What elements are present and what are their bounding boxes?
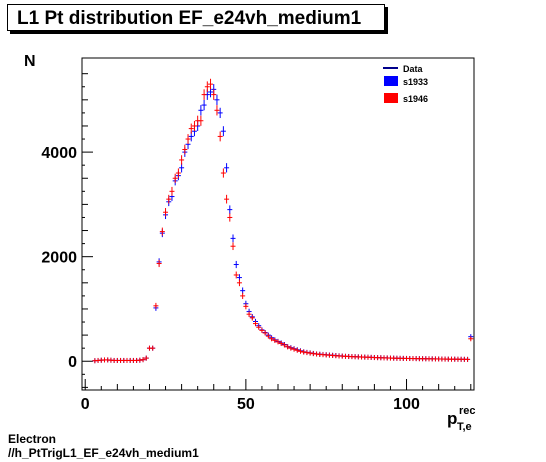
legend-data-label: Data [403, 64, 424, 74]
data-point-s1946 [240, 292, 246, 300]
data-point-s1946 [281, 342, 287, 348]
data-point-s1946 [275, 339, 281, 345]
data-point-s1946 [166, 194, 172, 204]
data-point-s1946 [211, 89, 217, 100]
data-point-s1946 [153, 302, 159, 309]
data-point-s1946 [256, 324, 262, 330]
data-point-s1946 [224, 194, 230, 204]
data-point-s1946 [201, 89, 207, 100]
legend-s1946-swatch [384, 93, 398, 103]
data-point-s1933 [179, 163, 185, 173]
data-point-s1933 [227, 205, 233, 214]
y-tick-label: 2000 [41, 250, 77, 267]
data-point-s1933 [217, 107, 223, 119]
x-axis-label-sup: rec [459, 405, 476, 417]
data-point-s1946 [143, 355, 149, 361]
data-point-s1946 [233, 271, 239, 279]
data-point-s1946 [253, 320, 259, 327]
data-point-s1933 [224, 163, 230, 173]
data-point-s1946 [291, 346, 297, 352]
data-point-s1946 [243, 303, 249, 310]
data-point-s1946 [301, 349, 307, 355]
data-point-s1933 [214, 94, 220, 106]
x-tick-label: 50 [237, 396, 255, 413]
data-point-s1946 [236, 279, 242, 287]
data-point-s1946 [185, 134, 191, 144]
data-point-s1946 [156, 259, 162, 268]
data-point-s1946 [259, 327, 265, 333]
data-point-s1946 [163, 208, 169, 217]
data-point-s1933 [198, 105, 204, 116]
data-point-s1946 [204, 81, 210, 93]
x-tick-label: 100 [393, 396, 420, 413]
data-point-s1946 [179, 155, 185, 165]
data-point-s1946 [150, 345, 156, 351]
data-point-s1946 [188, 123, 194, 134]
data-point-s1946 [249, 315, 255, 321]
data-point-s1946 [172, 173, 178, 183]
data-point-s1946 [297, 348, 303, 354]
data-point-s1933 [201, 99, 207, 111]
legend-s1933-label: s1933 [403, 77, 428, 87]
data-point-s1946 [159, 227, 165, 236]
data-point-s1946 [246, 311, 252, 317]
data-point-s1946 [468, 336, 474, 342]
data-point-s1946 [169, 186, 175, 196]
data-point-s1946 [208, 78, 214, 90]
data-point-s1933 [220, 126, 226, 137]
legend-s1933-swatch [384, 76, 398, 86]
y-tick-label: 4000 [41, 145, 77, 162]
x-axis-label-main: p [447, 409, 457, 428]
y-axis: 0 2000 4000 [41, 73, 93, 388]
data-point-s1946 [269, 336, 275, 342]
data-point-s1946 [262, 330, 268, 336]
chart-title: L1 Pt distribution EF_e24vh_medium1 [7, 4, 385, 31]
data-point-s1946 [307, 350, 313, 356]
legend: Data s1933 s1946 [383, 64, 428, 104]
data-point-s1946 [214, 105, 220, 116]
data-point-s1946 [175, 168, 181, 178]
data-point-s1946 [465, 356, 471, 362]
data-point-s1946 [217, 131, 223, 142]
data-point-s1946 [278, 340, 284, 346]
data-point-s1946 [230, 242, 236, 251]
data-point-s1946 [294, 347, 300, 353]
data-point-s1946 [272, 337, 278, 343]
data-point-s1946 [220, 168, 226, 178]
x-axis-label-sub: T,e [457, 421, 472, 433]
data-point-s1946 [265, 333, 271, 339]
data-point-s1946 [198, 115, 204, 126]
data-point-s1946 [227, 213, 233, 222]
footer-line-2: //h_PtTrigL1_EF_e24vh_medium1 [8, 446, 199, 460]
data-point-s1933 [233, 260, 239, 269]
data-point-s1946 [140, 357, 146, 363]
y-axis-label: N [24, 53, 36, 70]
data-point-s1946 [285, 344, 291, 350]
x-axis-label: p rec T,e [447, 405, 476, 433]
x-axis: 0 50 100 [81, 379, 472, 413]
data-marks [92, 78, 474, 364]
footer-line-1: Electron [8, 432, 57, 446]
data-point-s1946 [182, 144, 188, 155]
data-point-s1946 [137, 357, 143, 363]
y-tick-label: 0 [68, 354, 77, 371]
legend-s1946-label: s1946 [403, 94, 428, 104]
x-tick-label: 0 [81, 396, 90, 413]
data-point-s1933 [230, 234, 236, 243]
data-point-s1946 [288, 345, 294, 351]
data-point-s1946 [304, 350, 310, 356]
data-point-s1946 [191, 120, 197, 131]
